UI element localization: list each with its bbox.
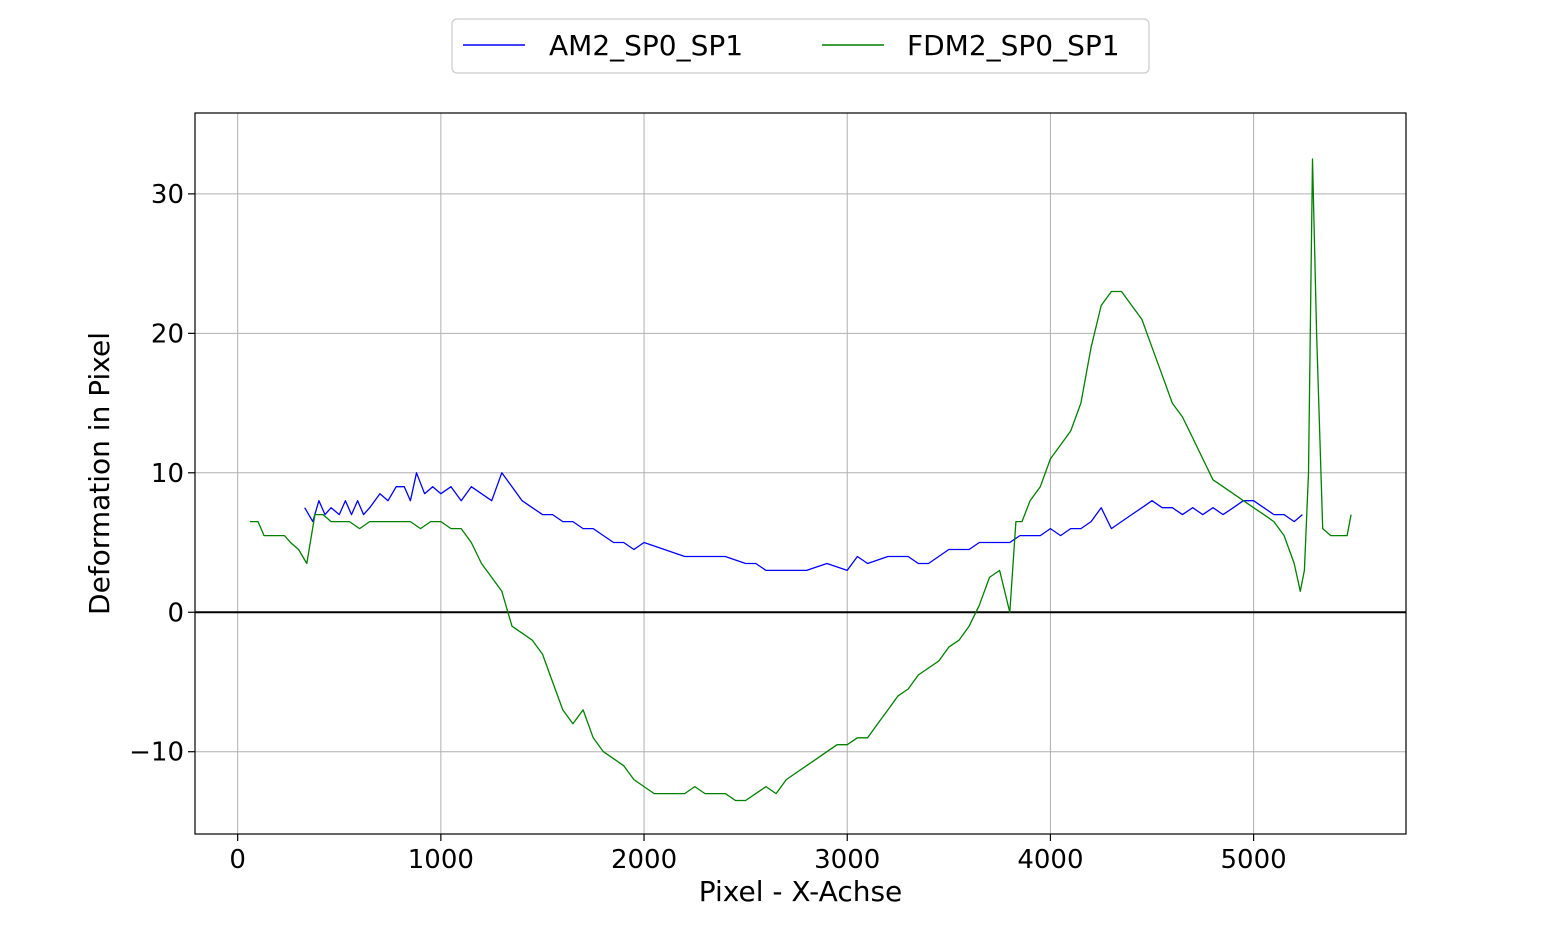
x-tick-label: 4000 [1017,845,1083,875]
x-tick-label: 1000 [408,845,474,875]
legend-label-am2: AM2_SP0_SP1 [549,29,743,62]
x-tick-label: 3000 [814,845,880,875]
legend-box [451,18,1150,74]
grid-lines [195,113,1406,834]
series-lines [249,158,1352,802]
legend-label-fdm2: FDM2_SP0_SP1 [907,29,1120,62]
y-tick-label: 0 [167,598,184,628]
series-line-fdm2 [249,158,1352,802]
axis-ticks: 0 1000 2000 3000 4000 5000 −10 0 10 20 30 [129,180,1287,875]
y-axis-title: Deformation in Pixel [83,332,116,615]
legend: AM2_SP0_SP1 FDM2_SP0_SP1 [451,18,1150,74]
plot-frame [194,112,1407,835]
x-tick-label: 5000 [1221,845,1287,875]
y-tick-label: 10 [151,459,184,489]
series-line-am2 [304,472,1303,572]
x-axis-title: Pixel - X-Achse [699,875,903,908]
y-tick-label: −10 [129,738,184,768]
x-tick-label: 2000 [611,845,677,875]
y-tick-label: 30 [151,180,184,210]
x-tick-label: 0 [229,845,246,875]
y-tick-label: 20 [151,319,184,349]
